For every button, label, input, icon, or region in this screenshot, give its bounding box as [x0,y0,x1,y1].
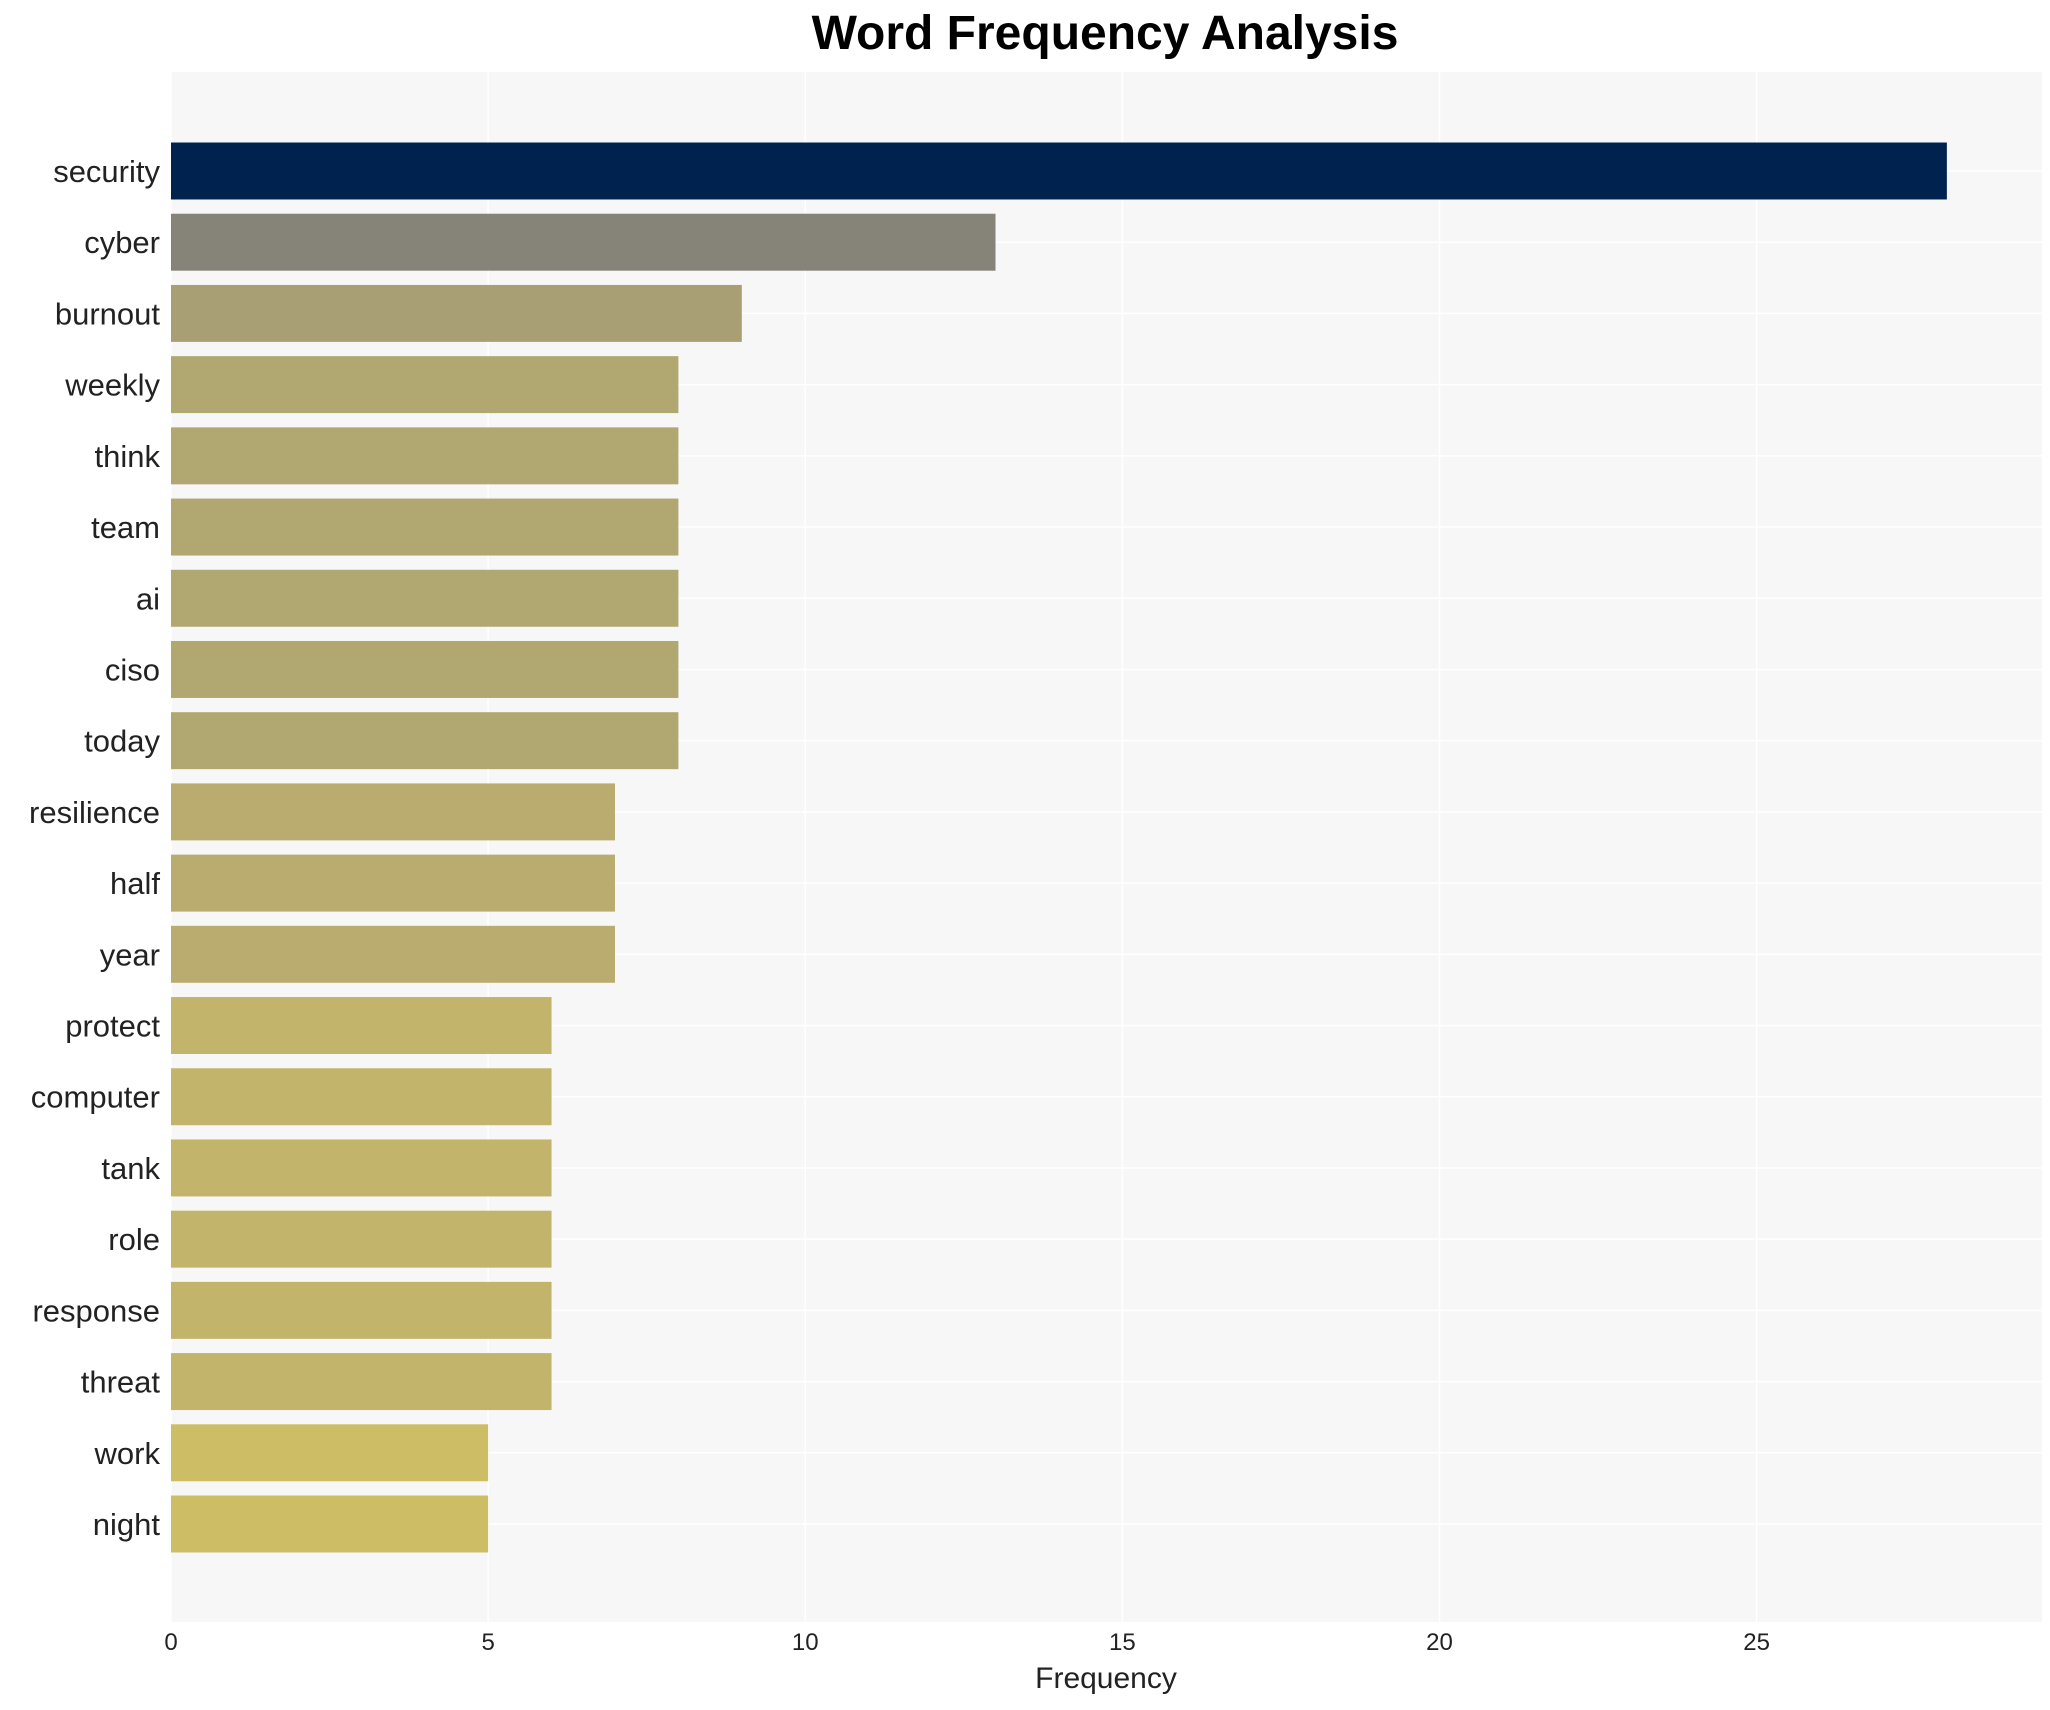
bar-ciso [171,640,679,698]
x-tick-label: 15 [1109,1629,1136,1656]
bar-computer [171,1068,552,1126]
category-label: year [100,937,160,972]
bar-threat [171,1353,552,1411]
bar-response [171,1281,552,1339]
category-label: ciso [105,652,160,687]
category-label: weekly [64,368,160,403]
x-tick-label: 20 [1426,1629,1453,1656]
bar-tank [171,1139,552,1197]
category-label: night [93,1507,161,1542]
category-label: half [110,866,160,901]
x-tick-labels: 0 5 10 15 20 25 [164,1629,1770,1656]
category-label: burnout [55,296,161,331]
chart-title: Word Frequency Analysis [811,7,1399,60]
category-label: tank [101,1151,160,1186]
bar-weekly [171,356,679,414]
category-label: security [53,154,160,189]
bar-year [171,925,615,983]
bar-burnout [171,284,742,342]
category-label: team [91,510,160,545]
bar-cyber [171,213,996,271]
category-label: work [94,1436,161,1471]
category-label: ai [136,581,160,616]
x-tick-label: 0 [164,1629,177,1656]
bar-team [171,498,679,556]
bar-think [171,427,679,485]
bar-role [171,1210,552,1268]
bar-work [171,1424,489,1482]
category-label: protect [65,1009,160,1044]
bar-ai [171,569,679,627]
x-tick-label: 10 [792,1629,819,1656]
bar-resilience [171,783,615,841]
category-label: role [108,1222,160,1257]
bar-today [171,712,679,770]
category-labels: security cyber burnout weekly think team ai cis… [29,154,160,1542]
category-label: computer [31,1080,160,1115]
category-label: today [84,724,160,759]
x-axis-label: Frequency [1035,1662,1177,1695]
bar-security [171,142,1947,200]
x-tick-label: 5 [481,1629,494,1656]
x-tick-label: 25 [1743,1629,1770,1656]
bar-night [171,1495,489,1553]
category-label: cyber [84,225,160,260]
bar-protect [171,997,552,1055]
category-label: response [32,1293,160,1328]
category-label: think [95,439,161,474]
bar-half [171,854,615,912]
bars [171,142,1947,1553]
category-label: threat [81,1365,161,1400]
category-label: resilience [29,795,160,830]
